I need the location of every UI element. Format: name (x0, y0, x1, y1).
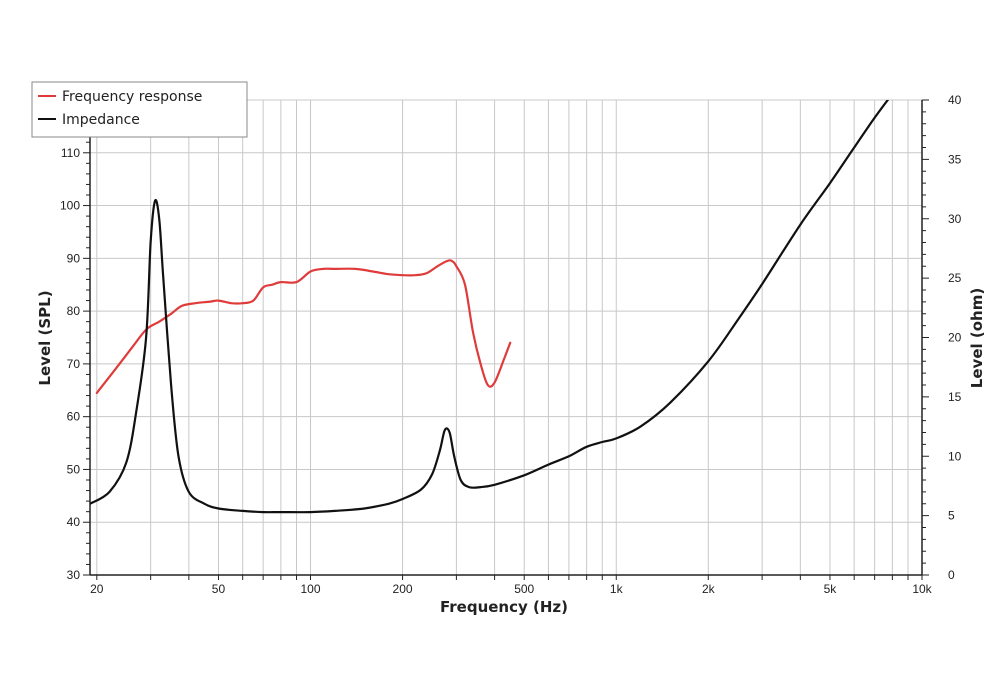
x-tick-label: 2k (702, 582, 716, 596)
x-tick-label: 500 (514, 582, 534, 596)
y-left-tick-label: 50 (67, 462, 81, 476)
legend: Frequency response Impedance (31, 81, 248, 138)
y-left-tick-label: 40 (67, 515, 81, 529)
x-tick-label: 200 (393, 582, 413, 596)
y-left-tick-label: 70 (67, 357, 81, 371)
x-axis-title: Frequency (Hz) (440, 598, 568, 616)
x-tick-label: 50 (212, 582, 226, 596)
y-right-axis-title: Level (ohm) (968, 288, 986, 388)
x-tick-label: 1k (610, 582, 624, 596)
y-right-tick-label: 25 (948, 271, 962, 285)
axes (83, 99, 929, 580)
legend-label-impedance: Impedance (62, 112, 140, 128)
y-right-tick-label: 30 (948, 212, 962, 226)
tick-labels: 3040506070809010011012005101520253035402… (60, 93, 962, 596)
series-lines (90, 100, 890, 514)
y-left-tick-label: 110 (61, 146, 80, 160)
y-left-tick-label: 90 (67, 251, 81, 265)
y-left-tick-label: 60 (67, 410, 81, 424)
y-right-tick-label: 0 (948, 568, 955, 582)
y-left-axis-title: Level (SPL) (36, 290, 54, 385)
grid (90, 99, 923, 576)
series-line-impedance (90, 100, 890, 514)
legend-box (31, 81, 248, 138)
y-left-tick-label: 80 (67, 304, 81, 318)
y-left-tick-label: 100 (60, 199, 80, 213)
x-tick-label: 5k (824, 582, 838, 596)
y-right-tick-label: 15 (948, 390, 962, 404)
y-right-tick-label: 35 (948, 152, 962, 166)
y-right-tick-label: 5 (948, 509, 955, 523)
legend-label-frequency-response: Frequency response (62, 89, 202, 105)
series-line-frequency-response (95, 259, 512, 394)
y-right-tick-label: 40 (948, 93, 962, 107)
y-right-tick-label: 20 (948, 331, 962, 345)
x-tick-label: 10k (912, 582, 932, 596)
y-right-tick-label: 10 (948, 449, 962, 463)
x-tick-label: 100 (300, 582, 320, 596)
y-left-tick-label: 30 (67, 568, 81, 582)
x-tick-label: 20 (90, 582, 104, 596)
